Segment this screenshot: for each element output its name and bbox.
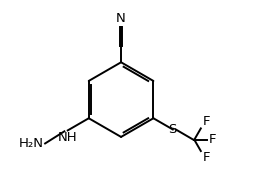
Text: F: F bbox=[202, 115, 210, 128]
Text: H₂N: H₂N bbox=[19, 137, 44, 150]
Text: F: F bbox=[209, 133, 216, 146]
Text: N: N bbox=[116, 12, 126, 25]
Text: NH: NH bbox=[58, 131, 78, 144]
Text: F: F bbox=[202, 151, 210, 164]
Text: S: S bbox=[169, 123, 177, 136]
